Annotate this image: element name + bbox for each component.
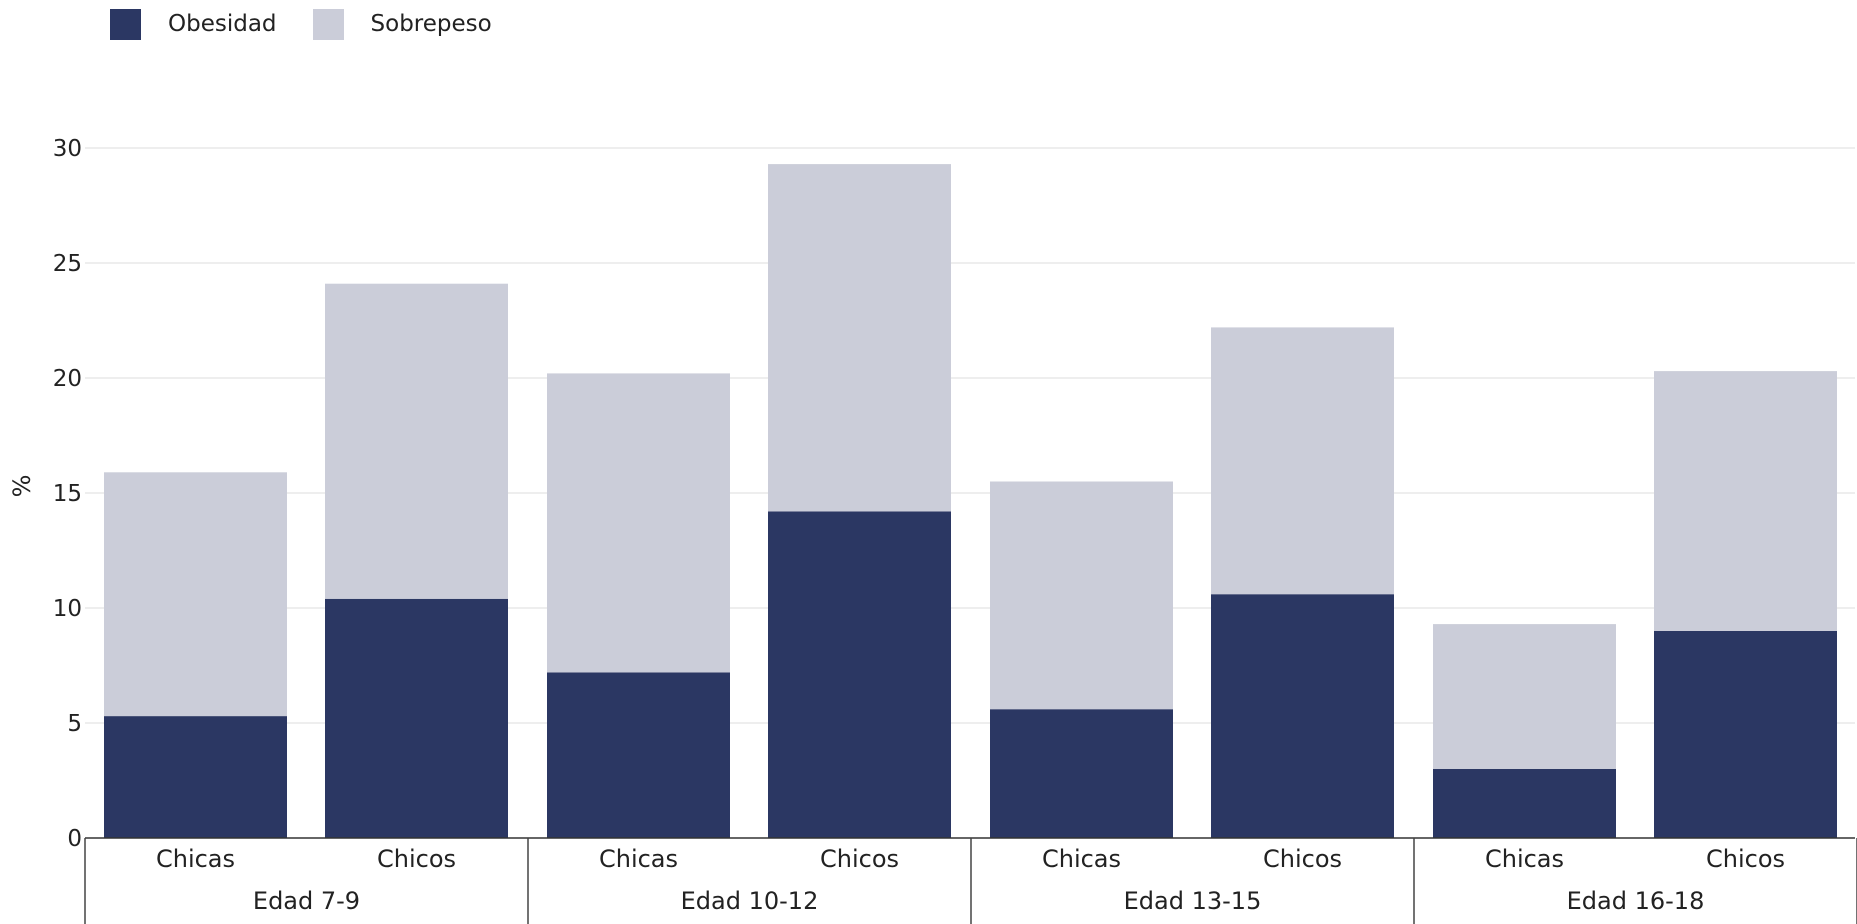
- axes: 0 5 10 15 20 25 30 Chicas Chicos Chicas Chicos Chic…: [53, 136, 1857, 924]
- x-group-label: Edad 7-9: [253, 887, 360, 915]
- bar-sobrepeso-4[interactable]: [990, 481, 1173, 710]
- x-group-label: Edad 16-18: [1567, 887, 1705, 915]
- y-tick-label: 0: [67, 826, 82, 852]
- chart-legend: Obesidad Sobrepeso: [110, 8, 528, 40]
- y-tick-label: 25: [53, 251, 82, 277]
- x-category-label: Chicos: [1263, 845, 1342, 873]
- x-category-label: Chicas: [599, 845, 678, 873]
- bar-obesidad-4[interactable]: [990, 709, 1173, 838]
- x-category-label: Chicas: [1485, 845, 1564, 873]
- x-category-label: Chicos: [377, 845, 456, 873]
- bar-obesidad-3[interactable]: [768, 511, 951, 838]
- bar-sobrepeso-1[interactable]: [325, 283, 508, 599]
- legend-label-obesidad: Obesidad: [168, 11, 277, 37]
- y-tick-label: 10: [53, 596, 82, 622]
- x-group-label: Edad 10-12: [681, 887, 819, 915]
- legend-item-obesidad[interactable]: Obesidad: [110, 8, 277, 40]
- bar-obesidad-7[interactable]: [1654, 631, 1837, 838]
- bar-obesidad-1[interactable]: [325, 598, 508, 838]
- bar-sobrepeso-3[interactable]: [768, 164, 951, 512]
- bar-sobrepeso-0[interactable]: [104, 472, 287, 717]
- legend-swatch-sobrepeso: [312, 8, 344, 40]
- bar-obesidad-0[interactable]: [104, 716, 287, 838]
- y-axis-label: %: [8, 475, 36, 498]
- legend-label-sobrepeso: Sobrepeso: [370, 11, 492, 37]
- bar-obesidad-2[interactable]: [547, 672, 730, 838]
- bar-sobrepeso-7[interactable]: [1654, 371, 1837, 631]
- legend-item-sobrepeso[interactable]: Sobrepeso: [312, 8, 492, 40]
- x-category-label: Chicas: [156, 845, 235, 873]
- bar-sobrepeso-2[interactable]: [547, 373, 730, 673]
- x-category-label: Chicos: [1706, 845, 1785, 873]
- bar-sobrepeso-6[interactable]: [1433, 624, 1616, 769]
- bar-sobrepeso-5[interactable]: [1211, 327, 1394, 595]
- x-group-label: Edad 13-15: [1124, 887, 1262, 915]
- x-category-label: Chicos: [820, 845, 899, 873]
- bar-obesidad-5[interactable]: [1211, 594, 1394, 838]
- y-tick-label: 15: [53, 481, 82, 507]
- y-tick-label: 20: [53, 366, 82, 392]
- legend-swatch-obesidad: [110, 8, 141, 40]
- y-tick-label: 5: [67, 711, 82, 737]
- bar-obesidad-6[interactable]: [1433, 769, 1616, 838]
- bars: [104, 164, 1837, 838]
- x-category-label: Chicas: [1042, 845, 1121, 873]
- y-tick-label: 30: [53, 136, 82, 162]
